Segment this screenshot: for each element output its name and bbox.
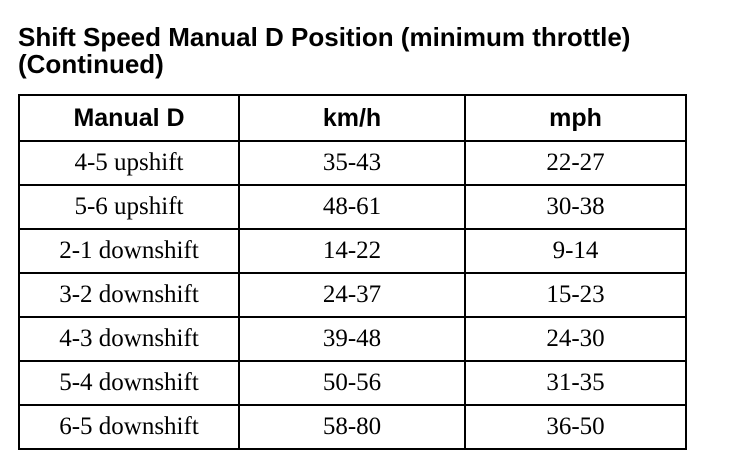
page-title: Shift Speed Manual D Position (minimum t… [18,22,631,79]
shift-cell: 6-5 downshift [18,404,240,450]
kmh-cell: 48-61 [238,184,466,230]
kmh-cell: 35-43 [238,140,466,186]
shift-cell: 4-3 downshift [18,316,240,362]
table-row: 5-6 upshift 48-61 30-38 [18,184,687,230]
mph-cell: 36-50 [464,404,687,450]
kmh-cell: 14-22 [238,228,466,274]
kmh-cell: 24-37 [238,272,466,318]
mph-cell: 15-23 [464,272,687,318]
column-header-mph: mph [464,94,687,142]
shift-speed-table: Manual D km/h mph 4-5 upshift 35-43 22-2… [18,94,687,450]
table-row: 3-2 downshift 24-37 15-23 [18,272,687,318]
table-row: 6-5 downshift 58-80 36-50 [18,404,687,450]
column-header-kmh: km/h [238,94,466,142]
column-header-manual-d: Manual D [18,94,240,142]
shift-cell: 5-6 upshift [18,184,240,230]
table-row: 2-1 downshift 14-22 9-14 [18,228,687,274]
kmh-cell: 58-80 [238,404,466,450]
table-row: 5-4 downshift 50-56 31-35 [18,360,687,406]
shift-cell: 2-1 downshift [18,228,240,274]
table-header-row: Manual D km/h mph [18,94,687,142]
shift-cell: 4-5 upshift [18,140,240,186]
mph-cell: 9-14 [464,228,687,274]
kmh-cell: 39-48 [238,316,466,362]
shift-cell: 3-2 downshift [18,272,240,318]
mph-cell: 30-38 [464,184,687,230]
mph-cell: 22-27 [464,140,687,186]
mph-cell: 24-30 [464,316,687,362]
table-row: 4-5 upshift 35-43 22-27 [18,140,687,186]
mph-cell: 31-35 [464,360,687,406]
table-row: 4-3 downshift 39-48 24-30 [18,316,687,362]
kmh-cell: 50-56 [238,360,466,406]
shift-cell: 5-4 downshift [18,360,240,406]
